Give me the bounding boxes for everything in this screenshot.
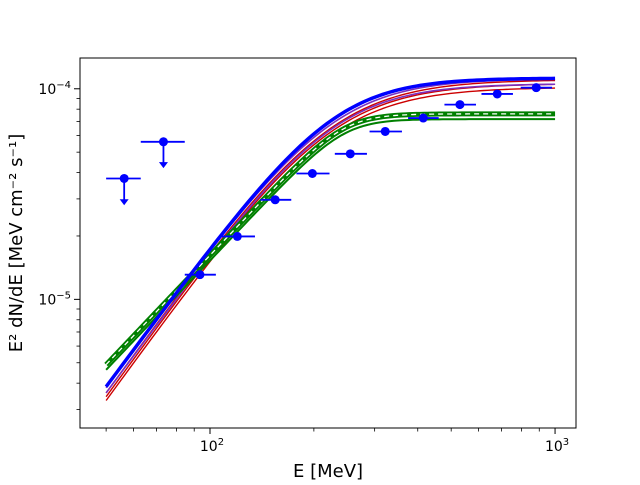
x-tick-label-1: 102 (200, 437, 224, 455)
upper-limit-marker (158, 137, 168, 147)
purple-model-curve-1 (105, 83, 556, 394)
data-point-marker (232, 231, 242, 241)
upper-limit-arrow (158, 162, 168, 169)
purple-model-curve-2 (105, 78, 556, 389)
green-model-curve (104, 111, 556, 367)
data-point-3 (260, 195, 292, 205)
data-points (106, 83, 553, 280)
upper-limit-1 (106, 173, 141, 206)
data-point-4 (296, 168, 330, 178)
data-point-marker (531, 83, 541, 93)
data-point-5 (334, 149, 367, 159)
x-axis-label: E [MeV] (293, 461, 363, 480)
y-tick-label-1: 10−5 (38, 290, 71, 308)
red-model-curve-2 (105, 83, 556, 398)
blue-model-curve (104, 76, 556, 388)
plot-frame (79, 57, 577, 429)
data-point-2 (221, 231, 255, 241)
data-point-10 (520, 83, 553, 93)
y-axis-label: E² dN/dE [MeV cm⁻² s⁻¹] (6, 134, 27, 352)
axis-ticks: 102 103 10−5 10−4 (38, 80, 569, 455)
data-point-marker (307, 168, 317, 178)
data-point-1 (184, 270, 216, 280)
data-point-7 (408, 113, 439, 123)
upper-limit-arrow (119, 199, 129, 206)
data-point-marker (380, 126, 390, 136)
data-point-marker (418, 113, 428, 123)
data-point-8 (444, 100, 476, 110)
x-tick-label-2: 103 (545, 437, 569, 455)
data-point-marker (195, 270, 205, 280)
data-point-6 (369, 126, 402, 136)
y-tick-label-2: 10−4 (38, 80, 71, 98)
upper-limit-marker (119, 173, 129, 183)
data-point-9 (481, 89, 513, 99)
data-point-marker (270, 195, 280, 205)
upper-limit-2 (140, 137, 185, 169)
red-model-curve-3 (105, 79, 556, 394)
data-point-marker (455, 100, 465, 110)
data-point-marker (345, 149, 355, 159)
data-point-marker (492, 89, 502, 99)
model-curves (104, 76, 556, 401)
green-model-center (105, 113, 556, 366)
green-model-lower (105, 118, 556, 371)
